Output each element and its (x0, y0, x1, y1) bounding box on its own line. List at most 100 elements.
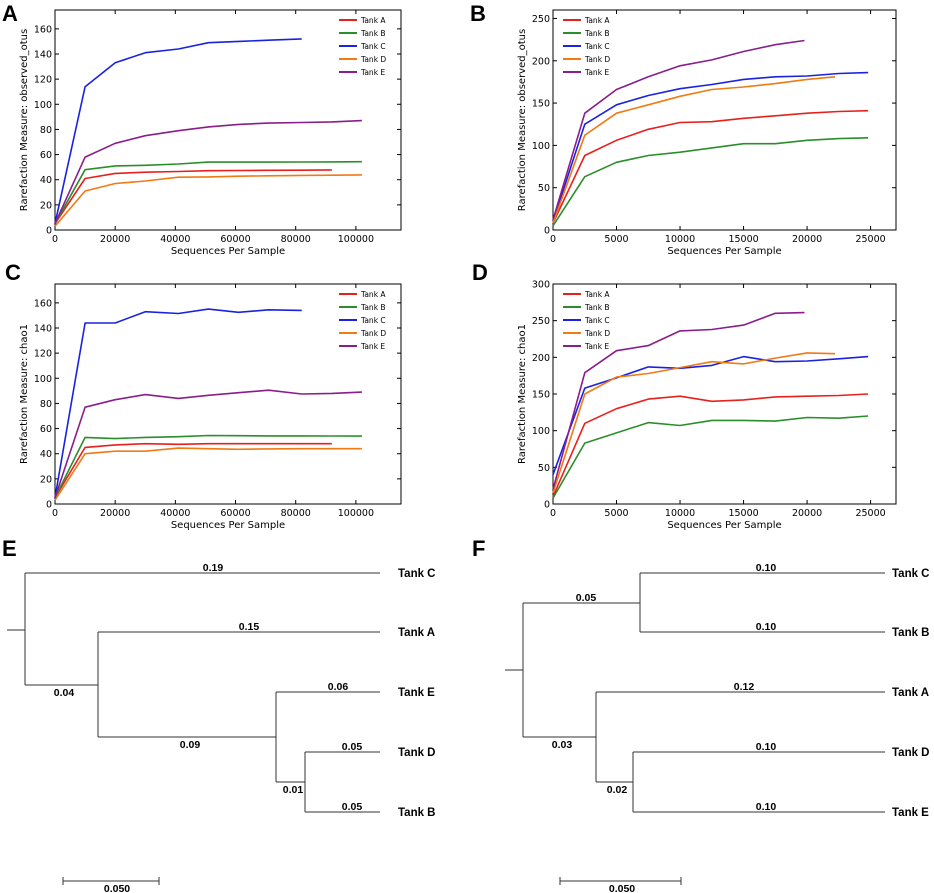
y-axis-label: Rarefaction Measure: observed_otus (19, 29, 30, 211)
y-axis-label: Rarefaction Measure: observed_otus (517, 29, 528, 211)
y-tick-label: 250 (532, 316, 550, 327)
y-tick-label: 80 (40, 399, 52, 410)
series-line-tank-e (552, 39, 805, 221)
legend-label: Tank C (360, 316, 386, 325)
legend-label: Tank E (584, 342, 609, 351)
legend-label: Tank E (584, 68, 609, 77)
tip-label: Tank E (398, 687, 435, 699)
legend-label: Tank B (360, 303, 386, 312)
series-line-tank-b (54, 160, 362, 225)
series-line-tank-a (552, 393, 869, 498)
legend-label: Tank D (584, 55, 610, 64)
x-axis-label: Sequences Per Sample (667, 246, 781, 257)
x-tick-label: 10000 (665, 508, 695, 519)
legend-label: Tank C (584, 316, 610, 325)
x-axis-label: Sequences Per Sample (667, 520, 781, 531)
x-axis-label: Sequences Per Sample (171, 520, 285, 531)
legend-label: Tank E (360, 342, 385, 351)
branch-length-label: 0.15 (239, 621, 260, 633)
panel-letter-f: F (472, 536, 485, 561)
x-tick-label: 0 (52, 508, 58, 519)
y-tick-label: 0 (46, 500, 52, 511)
y-tick-label: 100 (532, 426, 550, 437)
x-tick-label: 0 (550, 234, 556, 245)
y-tick-label: 60 (40, 424, 52, 435)
series-line-tank-e (54, 389, 362, 498)
y-tick-label: 0 (544, 500, 550, 511)
y-tick-label: 0 (544, 226, 550, 237)
x-tick-label: 80000 (281, 234, 311, 245)
legend-label: Tank D (360, 329, 386, 338)
x-tick-label: 40000 (160, 234, 190, 245)
series-line-tank-b (54, 434, 362, 499)
y-tick-label: 0 (46, 226, 52, 237)
legend-label: Tank D (584, 329, 610, 338)
series-line-tank-a (54, 442, 332, 499)
series-line-tank-d (552, 352, 836, 494)
scale-bar-label: 0.050 (104, 883, 130, 893)
x-tick-label: 100000 (338, 234, 374, 245)
x-tick-label: 100000 (338, 508, 374, 519)
branch-length-label: 0.10 (756, 741, 777, 753)
branch-length-label: 0.12 (734, 681, 755, 693)
branch-length-label: 0.05 (342, 801, 363, 813)
x-tick-label: 0 (52, 234, 58, 245)
rarefaction-chart-b: 0 5000 10000 15000 20000 25000 0 50 100 150 200 250… (517, 9, 897, 257)
y-tick-label: 120 (34, 75, 52, 86)
series-line-tank-e (552, 311, 805, 490)
x-tick-label: 25000 (855, 234, 885, 245)
legend-label: Tank A (584, 16, 610, 25)
legend-label: Tank B (584, 29, 610, 38)
series-line-tank-c (552, 71, 869, 222)
y-tick-label: 20 (40, 474, 52, 485)
x-tick-label: 20000 (792, 508, 822, 519)
panel-letter-b: B (470, 1, 486, 26)
series-line-tank-b (552, 137, 869, 227)
y-tick-label: 250 (532, 14, 550, 25)
tip-label: Tank B (398, 807, 436, 819)
series-line-tank-a (552, 109, 869, 224)
series-line-tank-c (552, 355, 869, 475)
y-tick-label: 200 (532, 353, 550, 364)
y-axis-label: Rarefaction Measure: chao1 (517, 324, 528, 464)
tip-label: Tank D (398, 747, 436, 759)
y-tick-label: 120 (34, 349, 52, 360)
legend-label: Tank A (360, 16, 386, 25)
legend-label: Tank A (584, 290, 610, 299)
branch-length-label: 0.10 (756, 562, 777, 574)
rarefaction-chart-a: 0 20000 40000 60000 80000 100000 0 20 40 60 80 100 1… (19, 9, 402, 257)
branch-length-label: 0.06 (328, 681, 349, 693)
x-tick-label: 20000 (100, 508, 130, 519)
y-tick-label: 100 (34, 374, 52, 385)
internal-branch-label: 0.05 (576, 592, 597, 604)
x-tick-label: 25000 (855, 508, 885, 519)
x-tick-label: 20000 (792, 234, 822, 245)
plot-frame (54, 9, 402, 231)
y-tick-label: 300 (532, 280, 550, 291)
legend-label: Tank C (360, 42, 386, 51)
branch-length-label: 0.10 (756, 801, 777, 813)
y-tick-label: 100 (532, 141, 550, 152)
x-axis-label: Sequences Per Sample (171, 246, 285, 257)
branch-length-label: 0.05 (342, 741, 363, 753)
scale-bar-label: 0.050 (609, 883, 635, 893)
x-tick-label: 5000 (604, 234, 628, 245)
branch-length-label: 0.19 (203, 562, 224, 574)
legend-label: Tank B (360, 29, 386, 38)
phylogenetic-tree-f (505, 572, 885, 813)
x-tick-label: 10000 (665, 234, 695, 245)
x-tick-label: 20000 (100, 234, 130, 245)
y-axis-label: Rarefaction Measure: chao1 (19, 324, 30, 464)
internal-branch-label: 0.04 (54, 687, 75, 699)
series-line-tank-e (54, 119, 362, 225)
x-tick-label: 60000 (220, 508, 250, 519)
series-line-tank-d (54, 447, 362, 501)
scale-bar-e: 0.050 (62, 877, 160, 893)
y-tick-label: 150 (532, 99, 550, 110)
rarefaction-chart-d: 0 5000 10000 15000 20000 25000 0 50 100 150 200 250… (517, 280, 897, 531)
internal-branch-label: 0.09 (180, 739, 201, 751)
tip-label: Tank B (892, 627, 930, 639)
y-tick-label: 150 (532, 390, 550, 401)
tip-label: Tank A (892, 687, 929, 699)
